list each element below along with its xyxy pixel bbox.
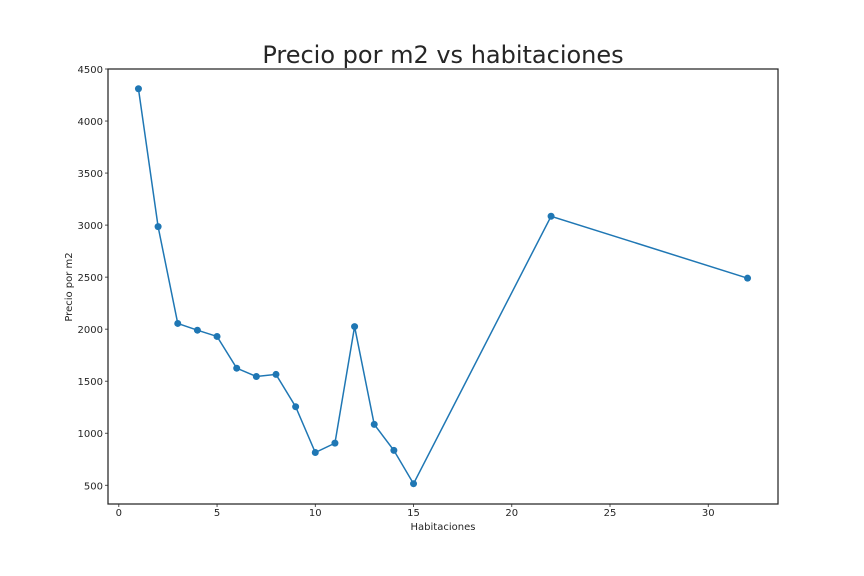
plot-area bbox=[134, 85, 752, 488]
y-tick-label: 3500 bbox=[78, 169, 103, 180]
y-axis: 500 1000 1500 2000 2500 3000 3500 4000 4500 bbox=[78, 65, 108, 492]
data-point bbox=[292, 403, 300, 411]
data-point bbox=[351, 323, 359, 331]
data-point bbox=[370, 420, 378, 428]
data-point bbox=[272, 370, 280, 378]
x-tick-label: 20 bbox=[505, 508, 518, 519]
y-tick-label: 1500 bbox=[78, 377, 103, 388]
y-tick-label: 1000 bbox=[78, 429, 103, 440]
data-point bbox=[233, 364, 241, 372]
y-tick-label: 4000 bbox=[78, 117, 103, 128]
y-tick-label: 2500 bbox=[78, 273, 103, 284]
x-axis-label: Habitaciones bbox=[411, 522, 476, 533]
y-axis-label: Precio por m2 bbox=[64, 252, 75, 321]
data-point bbox=[252, 373, 260, 381]
data-point bbox=[134, 85, 142, 93]
x-tick-label: 0 bbox=[116, 508, 122, 519]
data-point bbox=[311, 448, 319, 456]
series-line bbox=[137, 88, 748, 486]
x-tick-label: 5 bbox=[214, 508, 220, 519]
x-tick-label: 15 bbox=[407, 508, 420, 519]
x-tick-label: 10 bbox=[309, 508, 322, 519]
y-tick-label: 500 bbox=[84, 481, 103, 492]
x-axis: 0 5 10 15 20 25 30 bbox=[116, 504, 715, 519]
y-tick-label: 4500 bbox=[78, 65, 103, 76]
data-point bbox=[213, 332, 221, 340]
data-point bbox=[390, 446, 398, 454]
data-point bbox=[410, 480, 418, 488]
x-tick-label: 25 bbox=[604, 508, 617, 519]
data-point bbox=[193, 326, 201, 334]
data-point bbox=[744, 274, 752, 282]
data-point bbox=[154, 223, 162, 231]
data-point bbox=[174, 319, 182, 327]
data-point bbox=[547, 212, 555, 220]
data-point bbox=[331, 439, 339, 447]
x-tick-label: 30 bbox=[702, 508, 715, 519]
chart-title: Precio por m2 vs habitaciones bbox=[262, 41, 623, 69]
y-tick-label: 3000 bbox=[78, 221, 103, 232]
plot-frame bbox=[107, 68, 779, 505]
y-tick-label: 2000 bbox=[78, 325, 103, 336]
